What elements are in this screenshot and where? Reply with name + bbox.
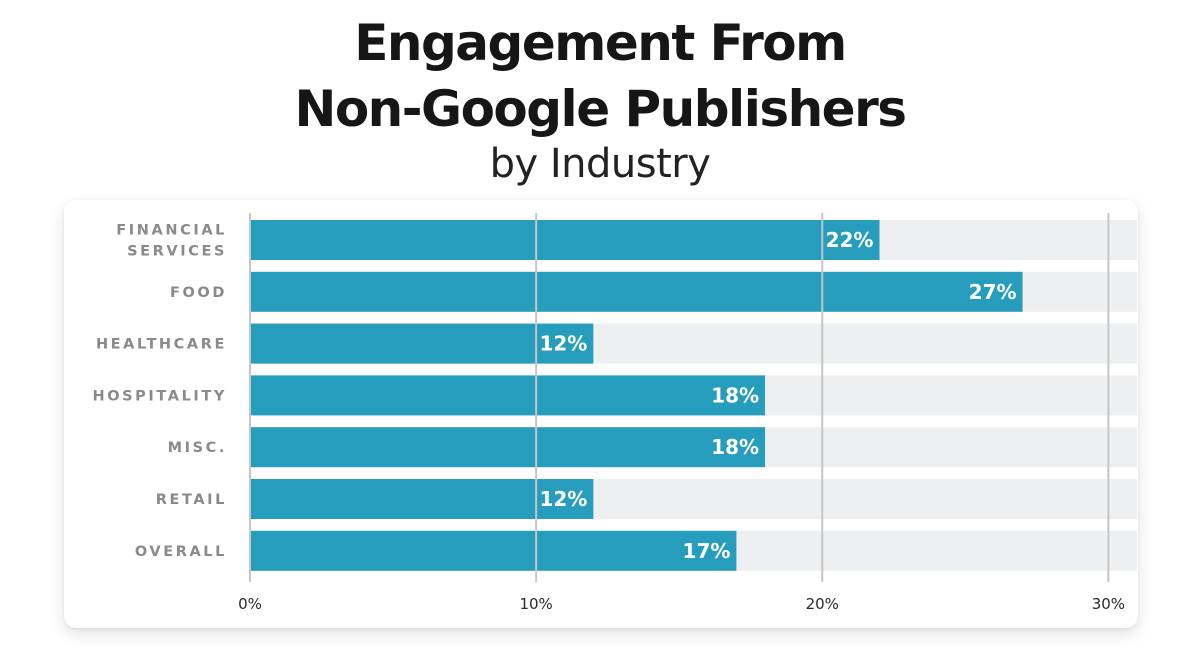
- data-label: 12%: [539, 332, 587, 356]
- data-label: 18%: [711, 435, 759, 459]
- bar: [250, 427, 766, 468]
- bar: [250, 220, 880, 260]
- bar: [250, 375, 766, 416]
- category-label: MISC.: [168, 440, 227, 456]
- bar: [250, 271, 1023, 312]
- data-label: 18%: [711, 383, 759, 407]
- category-label: RETAIL: [156, 492, 227, 508]
- x-tick-label: 0%: [238, 595, 262, 613]
- x-tick-label: 20%: [806, 595, 839, 613]
- chart-subtitle: by Industry: [489, 141, 711, 187]
- category-label: FINANCIAL: [116, 223, 227, 239]
- category-label: FOOD: [170, 285, 227, 301]
- data-label: 12%: [539, 487, 587, 511]
- bar: [250, 530, 737, 571]
- chart-title-line-2: Non-Google Publishers: [294, 80, 907, 138]
- category-label: HOSPITALITY: [92, 388, 227, 404]
- data-label: 22%: [826, 228, 874, 252]
- x-tick-label: 30%: [1092, 595, 1125, 613]
- category-label: OVERALL: [135, 544, 227, 560]
- data-label: 17%: [683, 539, 731, 563]
- data-label: 27%: [969, 280, 1017, 304]
- x-tick-label: 10%: [519, 595, 552, 613]
- category-label: HEALTHCARE: [96, 337, 227, 353]
- chart-title-line-1: Engagement From: [354, 14, 847, 72]
- category-label: SERVICES: [127, 244, 227, 260]
